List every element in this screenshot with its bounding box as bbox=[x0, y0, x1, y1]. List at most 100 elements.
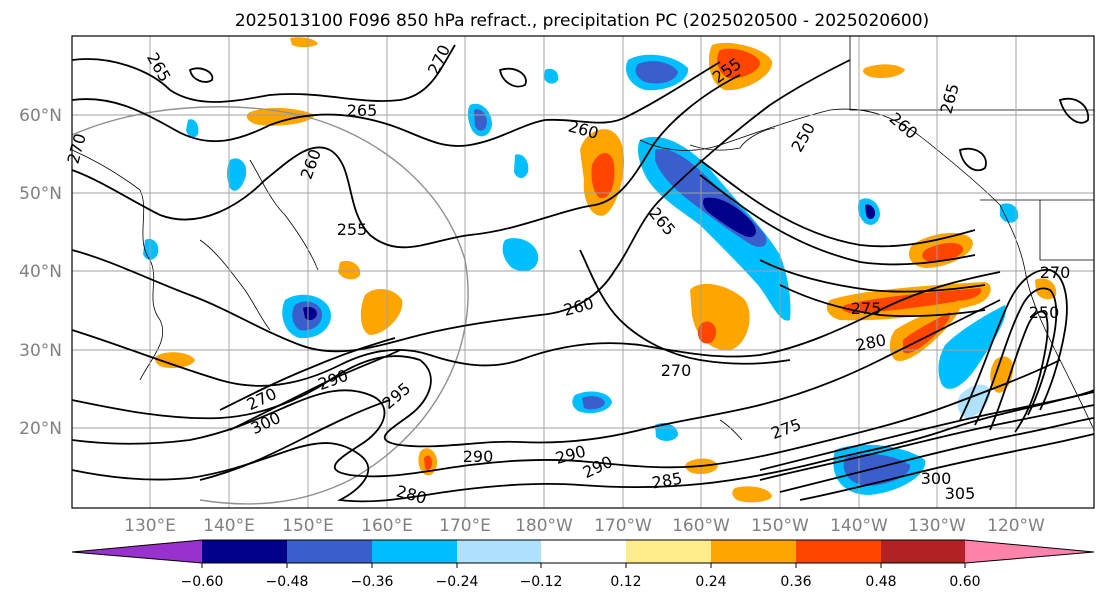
coastline bbox=[249, 159, 319, 271]
precip-positive-area bbox=[360, 288, 403, 335]
refractivity-contours bbox=[71, 44, 1095, 503]
contour-label: 265 bbox=[347, 101, 378, 120]
colorbar-segment bbox=[202, 540, 287, 563]
coastline bbox=[199, 239, 271, 331]
graticule bbox=[72, 36, 1094, 508]
lon-label: 150°W bbox=[751, 516, 809, 536]
lat-label: 50°N bbox=[19, 184, 62, 204]
contour-line bbox=[498, 67, 527, 88]
figure-title: 2025013100 F096 850 hPa refract., precip… bbox=[235, 11, 929, 31]
contour-line bbox=[779, 417, 1095, 493]
colorbar-segment bbox=[287, 540, 372, 563]
colorbar-tick-label: −0.60 bbox=[181, 574, 224, 590]
precip-negative-area bbox=[703, 197, 756, 238]
contour-line bbox=[188, 67, 214, 83]
contour-line bbox=[71, 271, 1001, 387]
precip-negative-area bbox=[303, 306, 317, 321]
precip-negative-area bbox=[635, 61, 678, 84]
colorbar-segment bbox=[72, 540, 202, 563]
contour-label: 270 bbox=[1040, 263, 1071, 282]
contour-line bbox=[699, 174, 976, 266]
lon-label: 180°W bbox=[515, 516, 573, 536]
coastline bbox=[1039, 200, 1094, 261]
lon-label: 130°W bbox=[908, 516, 966, 536]
map-panel: 265 260 255 270 255 260 250 265 260 275 … bbox=[64, 35, 1095, 509]
lat-label: 30°N bbox=[19, 341, 62, 361]
colorbar-segment bbox=[881, 540, 965, 563]
precip-negative-area bbox=[1000, 203, 1019, 223]
map-frame bbox=[71, 35, 1095, 509]
precip-positive-area bbox=[338, 260, 361, 280]
lon-label: 170°W bbox=[594, 516, 652, 536]
precip-negative-area bbox=[582, 396, 605, 410]
coastline bbox=[639, 108, 1001, 206]
contour-line bbox=[229, 349, 401, 431]
contour-line bbox=[989, 310, 1049, 433]
colorbar-segment bbox=[457, 540, 541, 563]
colorbar-segment bbox=[372, 540, 457, 563]
contour-line bbox=[579, 249, 791, 365]
contour-line bbox=[974, 287, 1058, 426]
latitude-labels: 60°N 50°N 40°N 30°N 20°N bbox=[19, 106, 62, 439]
contour-label: 275 bbox=[851, 299, 882, 318]
precip-negative-area bbox=[865, 204, 876, 220]
lon-label: 130°E bbox=[124, 516, 176, 536]
precip-negative-area bbox=[502, 238, 539, 272]
contour-label: 250 bbox=[1029, 303, 1060, 322]
contour-line bbox=[799, 433, 1095, 501]
coastline bbox=[719, 419, 743, 441]
lon-label: 170°E bbox=[439, 516, 491, 536]
precip-positive-area bbox=[155, 352, 195, 368]
colorbar-tick-labels: −0.60 −0.48 −0.36 −0.24 −0.12 0.12 0.24 … bbox=[181, 574, 981, 590]
contour-line bbox=[71, 359, 1061, 478]
precip-negative-area bbox=[514, 154, 529, 178]
precip-shading bbox=[143, 37, 1057, 503]
precip-negative-area bbox=[938, 305, 1006, 389]
colorbar-segment bbox=[626, 540, 711, 563]
colorbar-ticks bbox=[201, 563, 966, 568]
contour-line bbox=[71, 44, 456, 103]
coastline bbox=[999, 204, 1095, 431]
colorbar-segment bbox=[796, 540, 881, 563]
colorbar-tick-label: −0.36 bbox=[351, 574, 394, 590]
precip-positive-area bbox=[246, 108, 315, 126]
contour-line bbox=[759, 259, 986, 293]
lat-label: 60°N bbox=[19, 106, 62, 126]
precip-positive-area bbox=[732, 486, 772, 503]
coastline bbox=[689, 127, 776, 151]
colorbar-segment bbox=[541, 540, 626, 563]
lon-label: 160°E bbox=[361, 516, 413, 536]
precip-positive-area bbox=[922, 242, 964, 262]
colorbar-segment bbox=[965, 540, 1094, 563]
contour-label: 300 bbox=[921, 469, 952, 488]
precip-positive-area bbox=[717, 48, 760, 79]
contour-line bbox=[959, 268, 1068, 421]
lat-label: 40°N bbox=[19, 262, 62, 282]
lon-label: 160°W bbox=[672, 516, 730, 536]
contour-line bbox=[219, 337, 396, 411]
longitude-labels: 130°E 140°E 150°E 160°E 170°E 180°W 170°… bbox=[124, 516, 1045, 536]
colorbar-tick-label: 0.48 bbox=[865, 574, 896, 590]
lat-label: 20°N bbox=[19, 419, 62, 439]
precip-negative-area bbox=[655, 423, 678, 441]
contour-label: 270 bbox=[661, 361, 692, 380]
contour-line bbox=[199, 399, 391, 481]
lon-label: 140°W bbox=[830, 516, 888, 536]
contour-line bbox=[1058, 97, 1089, 124]
colorbar-tick-label: 0.36 bbox=[780, 574, 811, 590]
range-circle bbox=[71, 106, 469, 505]
contour-line bbox=[71, 61, 721, 147]
contour-line bbox=[779, 284, 986, 318]
contour-line bbox=[71, 59, 851, 353]
lon-label: 140°E bbox=[203, 516, 255, 536]
lon-label: 120°W bbox=[987, 516, 1045, 536]
lon-label: 150°E bbox=[282, 516, 334, 536]
contour-line bbox=[71, 74, 741, 249]
precip-positive-area bbox=[591, 152, 615, 199]
contour-line bbox=[699, 159, 976, 248]
precip-positive-area bbox=[863, 64, 905, 78]
contour-label: 255 bbox=[337, 220, 368, 239]
precip-positive-area bbox=[424, 455, 432, 471]
colorbar-tick-label: −0.12 bbox=[520, 574, 563, 590]
